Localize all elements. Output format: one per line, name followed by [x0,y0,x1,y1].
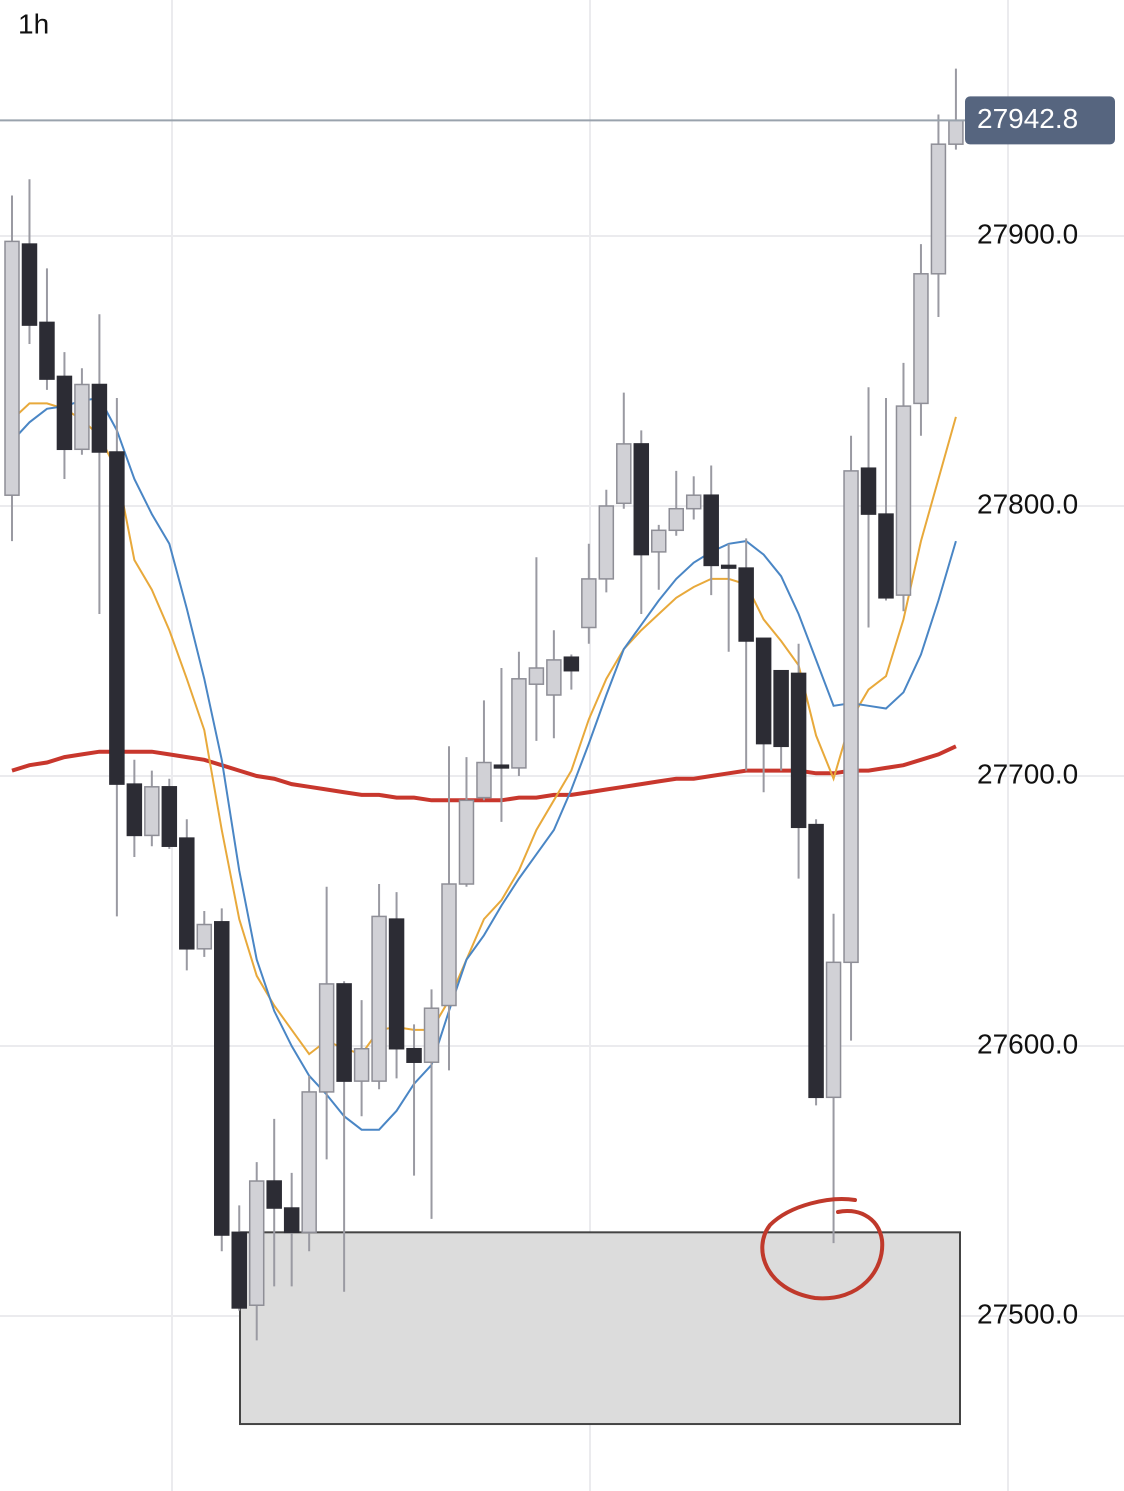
candle-body [598,505,615,580]
last-price-label: 27942.8 [977,103,1078,134]
candle-body [755,637,772,745]
candle-body [266,1180,282,1209]
candle-body [930,143,947,275]
candle-body [703,494,719,567]
candle-body [406,1047,422,1063]
candle-body [371,915,387,1082]
candle-body [563,656,580,672]
candle-body [720,564,737,569]
candle-body [301,1091,317,1234]
candle-body [126,783,143,837]
candle-body [738,567,754,642]
candle-body [843,470,859,964]
candle-body [581,578,597,629]
candle-body [74,383,90,451]
candle-body [231,1231,247,1309]
moving-average-line [11,396,957,1131]
zone-box [239,1231,961,1426]
candle-body [458,799,475,885]
candle-body [773,669,789,748]
candle-body [109,451,125,785]
candle-body [4,240,20,496]
y-tick-label: 27500.0 [977,1298,1078,1329]
candle-body [808,823,824,1099]
candle-body [878,513,894,599]
candle-body [895,405,912,596]
candle-body [790,672,807,829]
chart-title: 1h [18,8,49,39]
candle-body [476,761,492,799]
candle-body [668,507,684,532]
candle-body [179,837,195,950]
candle-body [336,983,352,1082]
axis-layer: 27500.0 27600.0 27700.0 27800.0 27900.0 27942… [0,96,1115,1329]
candle-body [39,321,55,380]
y-tick-label: 27700.0 [977,758,1078,789]
candle-body [21,243,38,326]
candle-body [56,375,73,451]
candle-body [546,659,562,696]
candle-body [860,467,877,515]
candle-body [685,494,702,510]
candle-body [616,443,632,505]
y-tick-label: 27800.0 [977,488,1078,519]
candle-body [651,529,667,553]
candle-body [388,918,405,1050]
candle-body [441,883,457,1007]
candle-body [511,678,527,769]
last-price-box [965,96,1115,145]
candle-body [161,786,178,847]
candle-body [913,273,929,405]
candle-body [91,383,108,453]
candle-layer [4,68,964,1341]
candle-body [214,921,230,1236]
candle-body [825,961,842,1099]
candle-body [493,764,510,769]
candle-body [196,923,213,950]
candle-body [353,1047,370,1082]
hand-drawn-circle [760,1197,885,1301]
y-tick-label: 27900.0 [977,218,1078,249]
candle-body [948,119,964,145]
candle-body [318,983,335,1093]
candle-body [528,667,545,685]
candle-body [144,786,160,837]
candle-body [423,1007,440,1063]
candle-body [248,1180,265,1306]
candle-body [633,443,650,556]
candle-body [283,1207,300,1234]
zone-layer [239,1231,961,1426]
y-tick-label: 27600.0 [977,1028,1078,1059]
